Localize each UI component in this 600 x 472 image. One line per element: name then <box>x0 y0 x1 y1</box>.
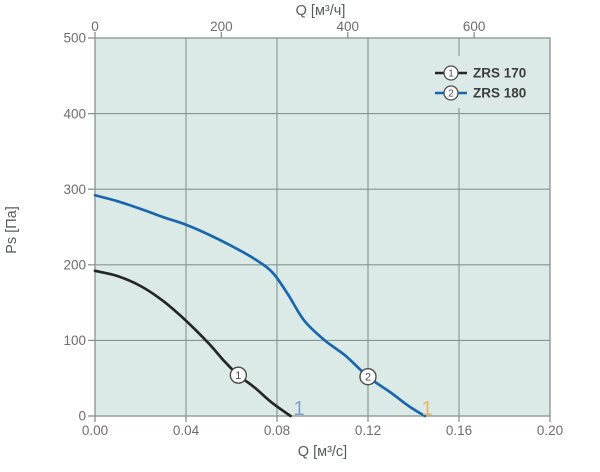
legend-marker-number-1: 1 <box>448 69 454 80</box>
bottom-axis-title: Q [м³/с] <box>298 444 347 460</box>
y-tick-label-100: 100 <box>63 333 86 348</box>
bottom-tick-label-0.16: 0.16 <box>446 423 472 438</box>
legend-label-2: ZRS 180 <box>473 86 526 101</box>
legend-marker-circle-2 <box>443 85 459 101</box>
plot-border <box>94 37 551 417</box>
y-tick-label-500: 500 <box>63 31 86 46</box>
bottom-tick-label-0.00: 0.00 <box>82 423 108 438</box>
series-zrs-170-curve <box>93 269 292 418</box>
bottom-tick-label-0.20: 0.20 <box>537 423 563 438</box>
top-axis-title: Q [м³/ч] <box>296 3 346 19</box>
bottom-tick-label-0.04: 0.04 <box>173 423 200 438</box>
top-tick-label-200: 200 <box>210 19 233 34</box>
y-tick-label-0: 0 <box>78 409 86 424</box>
legend-label-1: ZRS 170 <box>473 66 526 81</box>
curve-marker-2: 2 <box>359 367 377 386</box>
bottom-tick-label-0.12: 0.12 <box>355 423 381 438</box>
curve-marker-1-circle <box>229 366 248 384</box>
annotation-2: 1 <box>422 398 433 420</box>
curve-marker-2-number: 2 <box>365 372 371 384</box>
y-tick-label-300: 300 <box>63 182 86 197</box>
curve-marker-2-circle <box>359 367 377 386</box>
y-axis-title: Ps [Па] <box>4 206 20 254</box>
legend-item-zrs-180 <box>435 85 467 101</box>
top-tick-label-0: 0 <box>91 19 99 34</box>
curve-marker-1-number: 1 <box>235 370 241 382</box>
y-tick-label-200: 200 <box>63 258 86 273</box>
top-tick-label-600: 600 <box>463 19 486 34</box>
y-tick-label-400: 400 <box>63 106 86 121</box>
legend-item-zrs-170 <box>435 65 467 81</box>
bottom-tick-label-0.08: 0.08 <box>264 423 290 438</box>
curve-marker-1: 1 <box>229 366 248 384</box>
legend-marker-number-2: 2 <box>448 89 454 100</box>
annotation-1: 1 <box>294 398 305 420</box>
top-tick-label-400: 400 <box>337 19 360 34</box>
legend-marker-circle-1 <box>443 65 459 81</box>
